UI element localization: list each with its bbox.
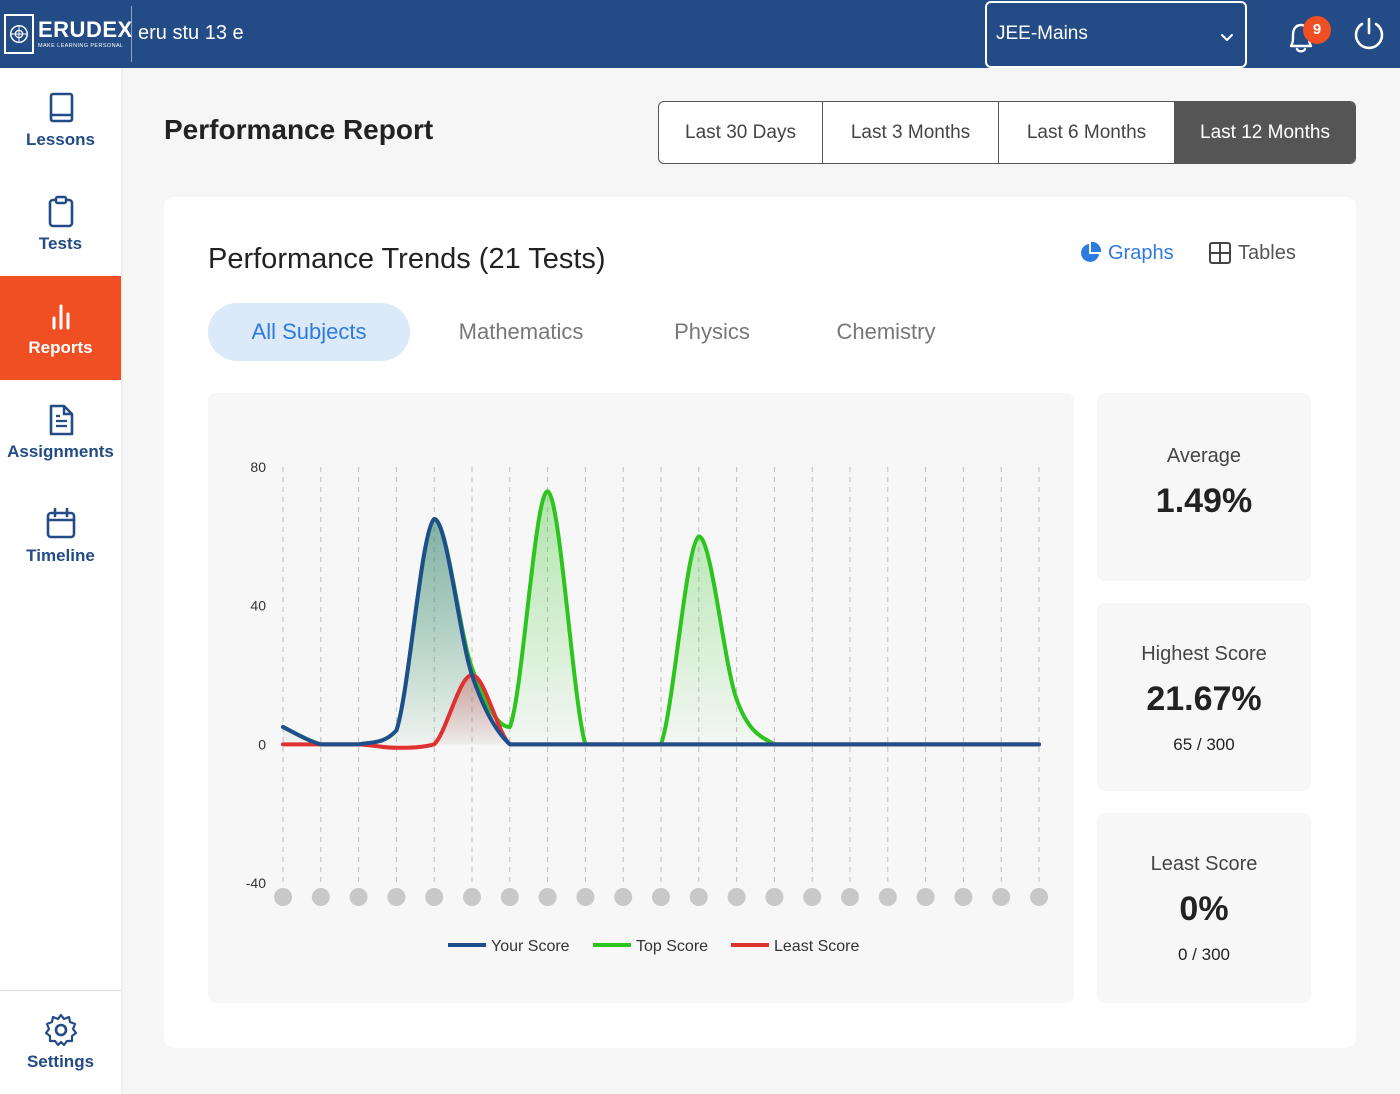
least-score-marks: 0 / 300 (1178, 945, 1230, 964)
graphs-label: Graphs (1108, 241, 1174, 264)
logo-emblem-icon (4, 14, 34, 54)
tab-all-subjects[interactable]: All Subjects (208, 303, 410, 361)
x-axis-marker (349, 888, 368, 906)
highest-score-label: Highest Score (1141, 643, 1267, 665)
x-axis-marker (1030, 888, 1048, 906)
pie-chart-icon (1081, 241, 1102, 262)
top-bar: ERUDEX MAKE LEARNING PERSONAL eru stu 13… (0, 0, 1400, 68)
sidebar-item-lessons[interactable]: Lessons (0, 68, 121, 172)
sidebar-item-label: Lessons (26, 130, 95, 149)
x-axis-marker (538, 888, 557, 906)
chart-area: 80 40 0 -40 Your Score Top Score Least Score (208, 393, 1074, 1003)
x-axis-marker (311, 888, 330, 906)
sidebar-item-settings[interactable]: Settings (0, 990, 121, 1094)
performance-trend-chart: 80 40 0 -40 Your Score Top Score Least Score (246, 459, 1048, 955)
chevron-down-icon (1221, 34, 1233, 41)
table-icon (1209, 242, 1231, 264)
x-axis-marker (954, 888, 973, 906)
legend-label: Least Score (774, 938, 859, 955)
logo-name: ERUDEX (38, 17, 133, 42)
tables-toggle[interactable]: Tables (1208, 241, 1296, 265)
x-axis-marker (916, 888, 935, 906)
sidebar-item-label: Reports (28, 338, 93, 357)
logo-tagline: MAKE LEARNING PERSONAL (38, 43, 124, 49)
course-select-value: JEE-Mains (996, 23, 1088, 44)
tab-physics[interactable]: Physics (674, 319, 750, 344)
sidebar-item-label: Tests (38, 234, 83, 253)
date-range-selector: Last 30 Days Last 3 Months Last 6 Months… (658, 101, 1356, 164)
y-tick-label: 40 (250, 598, 266, 614)
x-axis-marker (387, 888, 406, 906)
y-tick-label: 0 (258, 736, 266, 752)
book-icon (49, 92, 73, 123)
header-divider (131, 6, 132, 62)
user-name: eru stu 13 e (138, 22, 244, 44)
x-axis-marker (500, 888, 519, 906)
x-axis-marker (274, 888, 292, 906)
sidebar-item-assignments[interactable]: Assignments (0, 380, 121, 484)
gear-icon (44, 1013, 77, 1047)
x-axis-marker (992, 888, 1011, 906)
x-axis-marker (727, 888, 746, 906)
course-select[interactable]: JEE-Mains (985, 1, 1247, 68)
card-title: Performance Trends (21 Tests) (208, 243, 606, 275)
sidebar-item-label: Timeline (26, 546, 95, 565)
y-tick-label: 80 (250, 459, 266, 475)
sidebar: Lessons Tests Reports Assignments Timeli… (0, 68, 121, 1094)
average-label: Average (1166, 445, 1242, 467)
x-axis-marker (614, 888, 633, 906)
range-last-6-months[interactable]: Last 6 Months (999, 102, 1175, 163)
sidebar-divider (0, 990, 121, 991)
sidebar-item-label: Assignments (7, 442, 114, 461)
x-axis-marker (841, 888, 859, 906)
power-icon[interactable] (1352, 17, 1386, 51)
sidebar-item-timeline[interactable]: Timeline (0, 484, 121, 588)
erudex-logo[interactable]: ERUDEX MAKE LEARNING PERSONAL (4, 14, 133, 54)
x-axis-marker (463, 888, 481, 906)
least-score-value: 0% (1179, 890, 1229, 928)
x-axis-marker (765, 888, 784, 906)
performance-card: Performance Trends (21 Tests) Graphs Tab… (164, 197, 1356, 1048)
x-axis-marker (425, 888, 444, 906)
x-axis-marker (803, 888, 822, 906)
range-last-3-months[interactable]: Last 3 Months (823, 102, 999, 163)
sidebar-item-tests[interactable]: Tests (0, 172, 121, 276)
least-score-card: Least Score 0% 0 / 300 (1097, 813, 1311, 1003)
series-line-your-score (281, 517, 1041, 747)
x-axis-marker (689, 888, 708, 906)
graphs-toggle[interactable]: Graphs (1078, 241, 1174, 265)
notification-badge: 9 (1303, 16, 1331, 44)
sidebar-item-label: Settings (26, 1052, 95, 1071)
bar-chart-icon (52, 304, 69, 330)
y-tick-label: -40 (246, 875, 266, 891)
average-stat-card: Average 1.49% (1097, 393, 1311, 581)
series-area-0 (283, 519, 1039, 745)
average-value: 1.49% (1155, 482, 1253, 520)
calendar-icon (46, 507, 75, 539)
range-last-30-days[interactable]: Last 30 Days (659, 102, 823, 163)
legend-label: Top Score (636, 938, 708, 955)
clipboard-icon (48, 195, 73, 228)
least-score-label: Least Score (1150, 853, 1258, 875)
page-title: Performance Report (164, 114, 434, 145)
x-axis-marker (652, 888, 670, 906)
sidebar-item-reports[interactable]: Reports (0, 276, 121, 380)
tab-chemistry[interactable]: Chemistry (836, 319, 936, 344)
highest-score-value: 21.67% (1146, 680, 1262, 718)
x-axis-marker (878, 888, 897, 906)
tables-label: Tables (1238, 241, 1296, 264)
range-last-12-months[interactable]: Last 12 Months (1175, 102, 1355, 163)
x-axis-marker (576, 888, 595, 906)
legend-label: Your Score (491, 938, 570, 955)
document-icon (49, 404, 73, 436)
tab-mathematics[interactable]: Mathematics (458, 319, 584, 344)
highest-score-marks: 65 / 300 (1173, 735, 1235, 754)
highest-score-card: Highest Score 21.67% 65 / 300 (1097, 603, 1311, 791)
